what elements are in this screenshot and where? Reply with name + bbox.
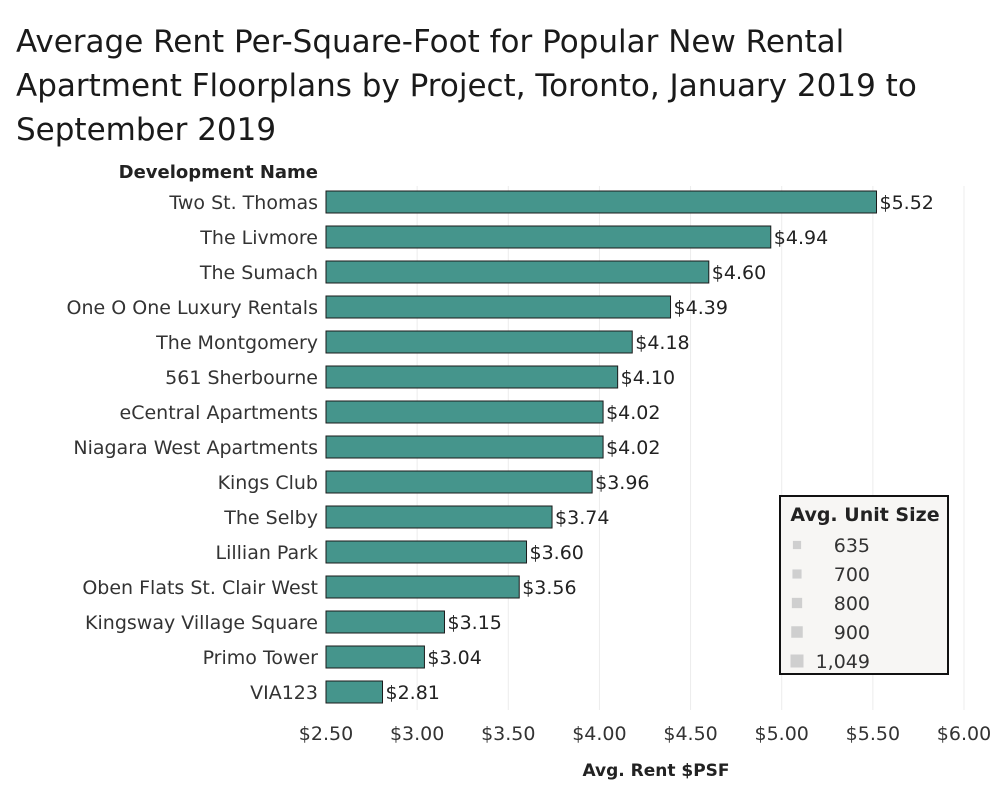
row-header: Development Name: [119, 162, 318, 183]
x-tick-label: $4.00: [572, 723, 626, 745]
legend-marker: [791, 626, 803, 638]
category-label: eCentral Apartments: [120, 402, 318, 424]
x-tick-label: $4.50: [663, 723, 717, 745]
value-label: $3.74: [555, 507, 609, 529]
value-label: $3.96: [595, 472, 649, 494]
bar: [325, 470, 593, 494]
bar: [325, 645, 425, 669]
bar: [325, 330, 633, 354]
value-label: $3.15: [447, 612, 501, 634]
legend-label: 800: [834, 593, 870, 615]
legend-marker: [792, 540, 802, 550]
bar: [325, 295, 672, 319]
value-label: $4.39: [674, 297, 728, 319]
category-label: The Livmore: [199, 227, 318, 249]
chart-title: Average Rent Per-Square-Foot for Popular…: [16, 24, 917, 148]
category-label: The Sumach: [199, 262, 318, 284]
legend-label: 1,049: [816, 651, 870, 673]
legend-label: 635: [834, 535, 870, 557]
value-label: $4.60: [712, 262, 766, 284]
legend-label: 900: [834, 622, 870, 644]
category-label: 561 Sherbourne: [165, 367, 318, 389]
bar: [325, 400, 604, 424]
bar: [325, 575, 520, 599]
x-axis-title: Avg. Rent $PSF: [582, 761, 729, 781]
category-label: Two St. Thomas: [168, 192, 318, 214]
legend-marker: [792, 569, 802, 579]
x-tick-label: $3.50: [481, 723, 535, 745]
value-label: $2.81: [386, 682, 440, 704]
legend-title: Avg. Unit Size: [790, 504, 939, 526]
legend: Avg. Unit Size 635 700 800 900 1,049: [779, 495, 949, 675]
legend-label: 700: [834, 564, 870, 586]
category-label: Niagara West Apartments: [73, 437, 318, 459]
bar: [325, 365, 619, 389]
x-tick-label: $5.00: [755, 723, 809, 745]
value-label: $3.56: [522, 577, 576, 599]
bar: [325, 610, 445, 634]
x-tick-label: $5.50: [846, 723, 900, 745]
x-tick-label: $2.50: [299, 723, 353, 745]
category-labels: Two St. Thomas The Livmore The Sumach One O…: [67, 192, 319, 704]
category-label: Kings Club: [218, 472, 318, 494]
value-label: $4.18: [635, 332, 689, 354]
value-label: $5.52: [880, 192, 934, 214]
x-tick-label: $3.00: [390, 723, 444, 745]
category-label: Lillian Park: [216, 542, 319, 564]
legend-marker: [790, 654, 804, 668]
value-label: $4.02: [606, 437, 660, 459]
category-label: Kingsway Village Square: [85, 612, 318, 634]
value-labels: $5.52 $4.94 $4.60 $4.39 $4.18 $4.10 $4.02 $4.02…: [386, 192, 934, 704]
category-label: The Selby: [223, 507, 318, 529]
category-label: The Montgomery: [155, 332, 318, 354]
bar: [325, 505, 553, 529]
legend-marker: [791, 597, 803, 609]
value-label: $3.60: [530, 542, 584, 564]
bar: [325, 190, 878, 214]
bar: [325, 435, 604, 459]
legend-box: [779, 495, 949, 675]
bar: [325, 260, 710, 284]
value-label: $3.04: [427, 647, 481, 669]
category-label: One O One Luxury Rentals: [67, 297, 318, 319]
category-label: Primo Tower: [203, 647, 319, 669]
bars: [325, 190, 878, 704]
x-axis-ticks: $2.50 $3.00 $3.50 $4.00 $4.50 $5.00 $5.50 $6.00: [299, 723, 991, 745]
value-label: $4.02: [606, 402, 660, 424]
bar: [325, 225, 772, 249]
category-label: VIA123: [250, 682, 318, 704]
value-label: $4.94: [774, 227, 828, 249]
value-label: $4.10: [621, 367, 675, 389]
legend-items: 635 700 800 900 1,049: [790, 535, 870, 673]
x-tick-label: $6.00: [937, 723, 991, 745]
bar: [325, 540, 528, 564]
category-label: Oben Flats St. Clair West: [82, 577, 318, 599]
bar: [325, 680, 384, 704]
